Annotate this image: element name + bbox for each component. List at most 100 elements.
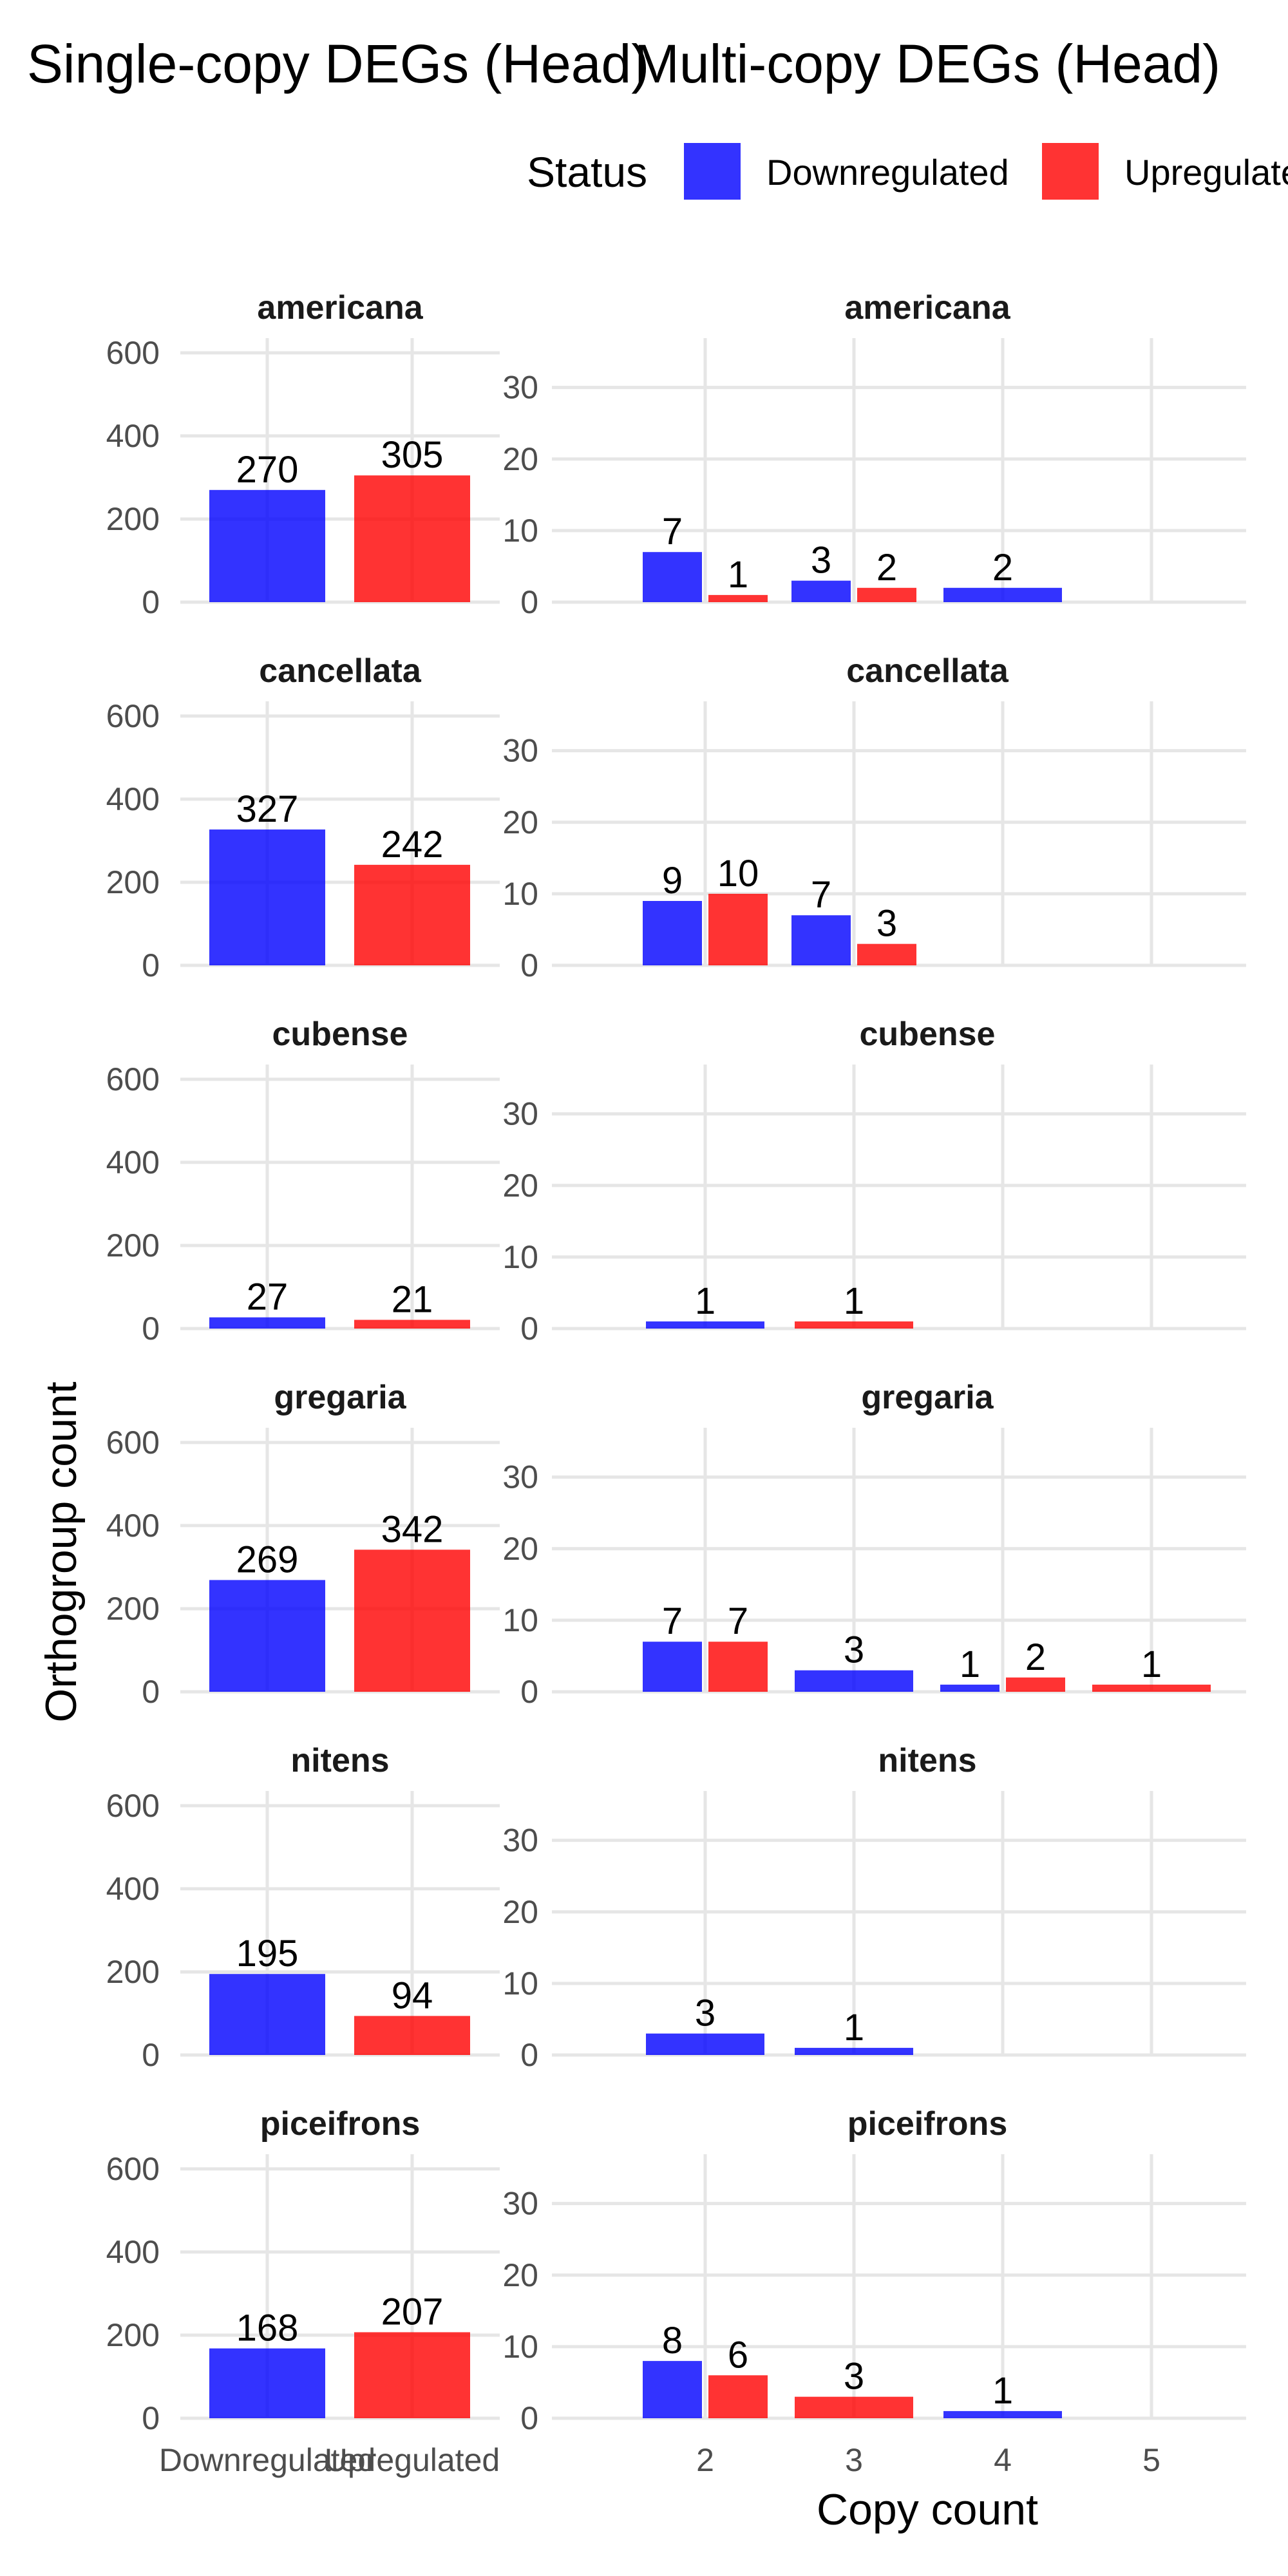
left-y-tick-label: 400 bbox=[106, 2234, 160, 2270]
left-strip-gregaria: gregaria bbox=[274, 1379, 406, 1416]
right-bar-value-label: 7 bbox=[662, 1600, 683, 1642]
right-strip-americana: americana bbox=[844, 289, 1010, 327]
left-y-tick-label: 200 bbox=[106, 1954, 160, 1990]
right-bar-piceifrons-2-downregulated bbox=[643, 2361, 702, 2418]
left-y-tick-label: 0 bbox=[142, 2400, 160, 2436]
left-strip-nitens: nitens bbox=[290, 1742, 389, 1779]
left-y-tick-label: 400 bbox=[106, 418, 160, 454]
right-y-tick-label: 0 bbox=[520, 947, 538, 983]
left-bar-nitens-upregulated bbox=[354, 2016, 470, 2055]
left-y-tick-label: 0 bbox=[142, 1674, 160, 1710]
left-strip-americana: americana bbox=[257, 289, 423, 327]
left-y-tick-label: 200 bbox=[106, 1227, 160, 1264]
left-bar-gregaria-downregulated bbox=[209, 1580, 325, 1692]
right-bar-americana-2-downregulated bbox=[643, 552, 702, 602]
left-y-tick-label: 0 bbox=[142, 584, 160, 620]
right-y-tick-label: 20 bbox=[502, 2257, 538, 2293]
left-y-tick-label: 0 bbox=[142, 947, 160, 983]
legend-label-downregulated: Downregulated bbox=[766, 152, 1009, 193]
left-bar-americana-downregulated bbox=[209, 489, 325, 602]
right-bar-americana-4-downregulated bbox=[943, 587, 1062, 602]
right-y-tick-label: 10 bbox=[502, 513, 538, 549]
left-y-tick-label: 600 bbox=[106, 1425, 160, 1461]
right-x-tick-label: 5 bbox=[1142, 2442, 1160, 2478]
right-bar-value-label: 8 bbox=[662, 2320, 683, 2362]
right-y-tick-label: 0 bbox=[520, 1311, 538, 1347]
left-chart-title: Single-copy DEGs (Head) bbox=[27, 33, 649, 94]
right-strip-gregaria: gregaria bbox=[861, 1379, 994, 1416]
right-y-tick-label: 10 bbox=[502, 2329, 538, 2365]
left-y-tick-label: 400 bbox=[106, 1144, 160, 1180]
right-bar-gregaria-4-downregulated bbox=[940, 1684, 999, 1692]
right-bar-value-label: 7 bbox=[662, 511, 683, 553]
right-bar-value-label: 2 bbox=[1025, 1636, 1046, 1678]
right-bar-cancellata-2-upregulated bbox=[708, 893, 768, 965]
legend-title: Status bbox=[527, 148, 647, 196]
right-y-tick-label: 20 bbox=[502, 1531, 538, 1567]
right-bar-value-label: 9 bbox=[662, 860, 683, 902]
right-y-tick-label: 30 bbox=[502, 370, 538, 406]
left-y-tick-label: 0 bbox=[142, 2037, 160, 2073]
right-bar-nitens-2-downregulated bbox=[646, 2033, 764, 2055]
right-bar-gregaria-2-downregulated bbox=[643, 1642, 702, 1692]
right-bar-piceifrons-4-downregulated bbox=[943, 2410, 1062, 2418]
right-bar-value-label: 1 bbox=[992, 2370, 1013, 2412]
right-bar-value-label: 3 bbox=[695, 1993, 715, 2034]
right-y-tick-label: 20 bbox=[502, 1894, 538, 1930]
right-strip-nitens: nitens bbox=[878, 1742, 976, 1779]
right-y-tick-label: 10 bbox=[502, 1239, 538, 1275]
right-bar-piceifrons-2-upregulated bbox=[708, 2375, 768, 2418]
left-y-tick-label: 400 bbox=[106, 1508, 160, 1544]
right-bar-value-label: 6 bbox=[728, 2334, 748, 2376]
legend-swatch-upregulated bbox=[1042, 143, 1099, 200]
right-bar-gregaria-5-upregulated bbox=[1092, 1684, 1211, 1692]
legend-label-upregulated: Upregulated bbox=[1124, 152, 1288, 193]
right-bar-value-label: 3 bbox=[876, 903, 897, 945]
legend: Status Downregulated Upregulated bbox=[527, 143, 1288, 200]
left-y-tick-label: 400 bbox=[106, 1871, 160, 1907]
left-bar-americana-upregulated bbox=[354, 475, 470, 602]
right-bar-value-label: 2 bbox=[876, 547, 897, 589]
left-y-tick-label: 600 bbox=[106, 1061, 160, 1097]
left-y-tick-label: 200 bbox=[106, 2317, 160, 2353]
left-bar-piceifrons-downregulated bbox=[209, 2348, 325, 2418]
left-bar-value-label: 94 bbox=[392, 1975, 433, 2016]
right-y-tick-label: 20 bbox=[502, 441, 538, 477]
right-bar-gregaria-2-upregulated bbox=[708, 1642, 768, 1692]
left-strip-piceifrons: piceifrons bbox=[260, 2105, 421, 2143]
left-bar-piceifrons-upregulated bbox=[354, 2332, 470, 2418]
left-bar-value-label: 342 bbox=[381, 1508, 444, 1550]
left-y-tick-label: 200 bbox=[106, 1591, 160, 1627]
legend-swatch-downregulated bbox=[684, 143, 741, 200]
right-bar-gregaria-4-upregulated bbox=[1006, 1677, 1065, 1692]
right-y-tick-label: 20 bbox=[502, 804, 538, 840]
right-strip-cancellata: cancellata bbox=[846, 652, 1009, 690]
left-y-tick-label: 400 bbox=[106, 781, 160, 817]
right-bar-value-label: 1 bbox=[728, 554, 748, 596]
left-strip-cancellata: cancellata bbox=[259, 652, 422, 690]
right-y-tick-label: 30 bbox=[502, 1459, 538, 1495]
right-bar-piceifrons-3-upregulated bbox=[795, 2396, 913, 2418]
left-bar-value-label: 305 bbox=[381, 434, 444, 476]
left-bar-value-label: 195 bbox=[236, 1933, 299, 1975]
right-bar-americana-2-upregulated bbox=[708, 594, 768, 602]
right-strip-cubense: cubense bbox=[860, 1016, 996, 1053]
right-bar-cubense-2-downregulated bbox=[646, 1321, 764, 1329]
left-y-tick-label: 600 bbox=[106, 1788, 160, 1824]
right-x-tick-label: 4 bbox=[994, 2442, 1012, 2478]
right-bar-americana-3-upregulated bbox=[857, 587, 916, 602]
right-bar-value-label: 2 bbox=[992, 547, 1013, 589]
right-bar-gregaria-3-downregulated bbox=[795, 1670, 913, 1692]
left-bar-value-label: 207 bbox=[381, 2291, 444, 2333]
left-bar-nitens-downregulated bbox=[209, 1974, 325, 2055]
left-y-tick-label: 600 bbox=[106, 698, 160, 734]
left-y-tick-label: 0 bbox=[142, 1311, 160, 1347]
right-bar-nitens-3-downregulated bbox=[795, 2047, 913, 2055]
left-bar-cubense-downregulated bbox=[209, 1317, 325, 1329]
right-y-tick-label: 30 bbox=[502, 1096, 538, 1132]
left-x-tick-label: Upregulated bbox=[325, 2442, 500, 2478]
right-x-tick-label: 3 bbox=[845, 2442, 863, 2478]
left-bar-value-label: 168 bbox=[236, 2307, 299, 2349]
